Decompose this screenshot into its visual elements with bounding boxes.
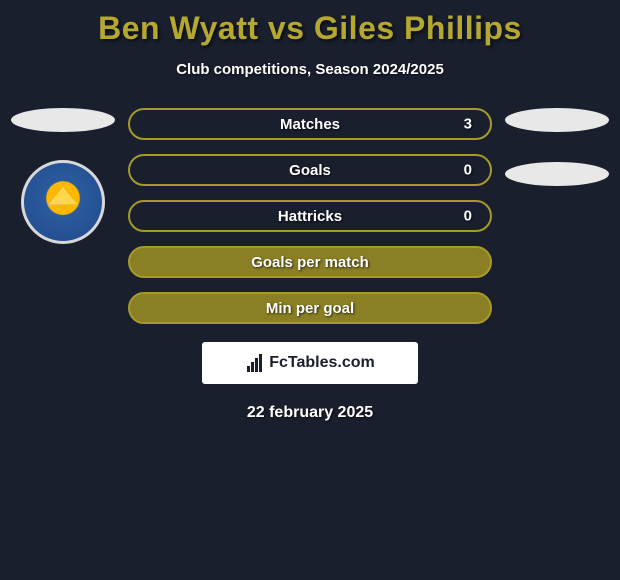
stat-row-min-per-goal: Min per goal: [128, 292, 492, 324]
player-right-pill-2: [505, 162, 609, 186]
stat-value-right: 0: [464, 162, 472, 179]
stat-row-goals: Goals 0: [128, 154, 492, 186]
stat-row-goals-per-match: Goals per match: [128, 246, 492, 278]
stat-value-right: 3: [464, 116, 472, 133]
left-column: [8, 108, 118, 244]
stat-label: Goals per match: [251, 254, 369, 271]
player-left-pill: [11, 108, 115, 132]
stat-label: Goals: [289, 162, 331, 179]
page-title: Ben Wyatt vs Giles Phillips: [0, 0, 620, 47]
club-badge-icon: [21, 160, 105, 244]
stat-label: Matches: [280, 116, 340, 133]
player-right-pill-1: [505, 108, 609, 132]
stat-rows: Matches 3 Goals 0 Hattricks 0 Goals per match M…: [128, 108, 492, 324]
right-column: [502, 108, 612, 186]
stat-row-hattricks: Hattricks 0: [128, 200, 492, 232]
stat-label: Hattricks: [278, 208, 342, 225]
snapshot-date: 22 february 2025: [0, 404, 620, 422]
page-subtitle: Club competitions, Season 2024/2025: [0, 61, 620, 78]
branding-badge[interactable]: FcTables.com: [202, 342, 418, 384]
stat-row-matches: Matches 3: [128, 108, 492, 140]
stat-value-right: 0: [464, 208, 472, 225]
comparison-content: Matches 3 Goals 0 Hattricks 0 Goals per match M…: [0, 108, 620, 324]
bar-chart-icon: [245, 354, 263, 372]
stat-label: Min per goal: [266, 300, 354, 317]
branding-text: FcTables.com: [269, 354, 375, 372]
